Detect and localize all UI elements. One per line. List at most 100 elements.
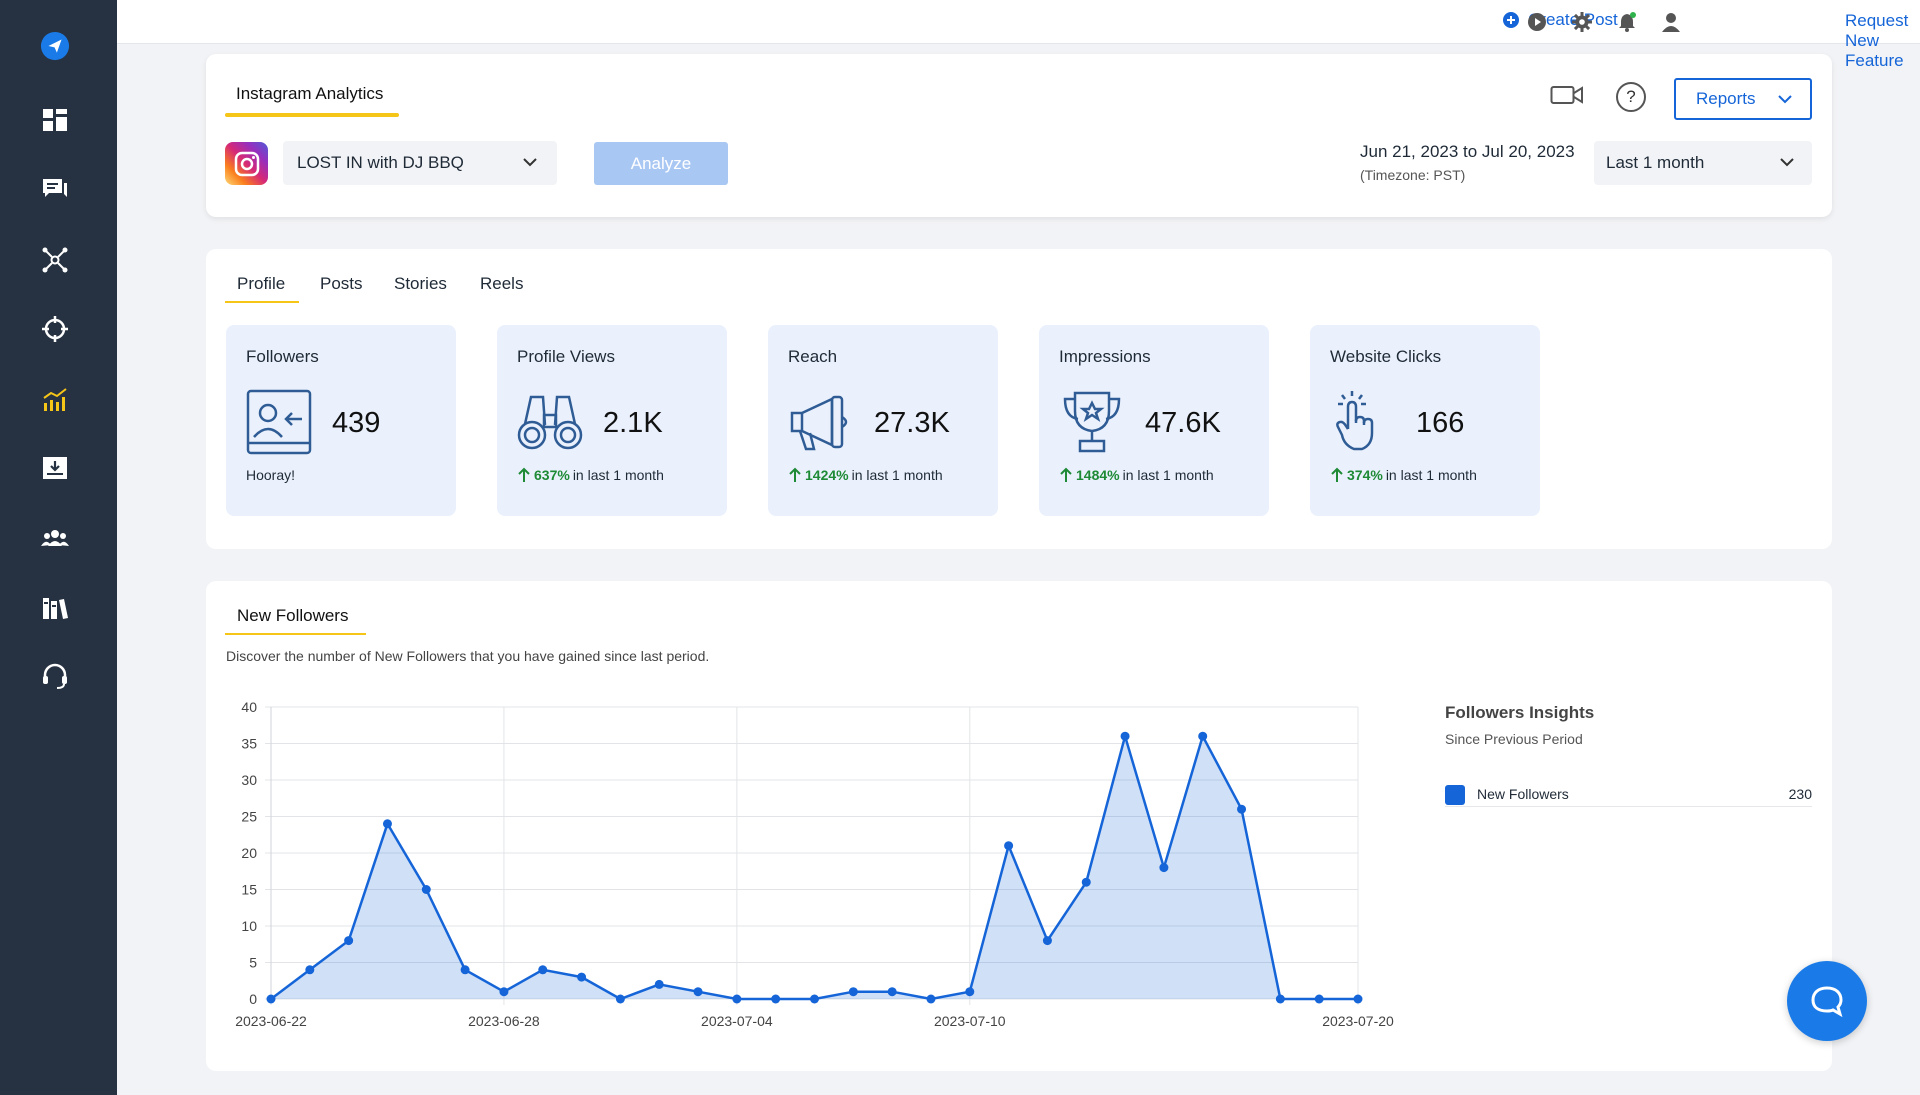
metric-card-website-clicks[interactable]: Website Clicks 166 374% in last 1 month	[1310, 325, 1540, 516]
tab-instagram-analytics[interactable]: Instagram Analytics	[236, 84, 384, 103]
messages-icon[interactable]	[38, 172, 72, 206]
metric-change-suffix: in last 1 month	[1385, 467, 1477, 483]
team-icon[interactable]	[38, 521, 72, 555]
data-point	[305, 965, 315, 975]
metric-change-percent: 637%	[534, 467, 570, 483]
metric-change: 1484% in last 1 month	[1059, 467, 1214, 483]
data-point	[499, 987, 509, 997]
metric-value: 47.6K	[1145, 407, 1221, 439]
reports-dropdown-button[interactable]: Reports	[1674, 78, 1812, 120]
account-select-value: LOST IN with DJ BBQ	[297, 153, 464, 172]
active-tab-indicator	[225, 301, 299, 303]
create-post-button[interactable]: Create Post	[1502, 10, 1618, 30]
arrow-up-icon	[518, 467, 530, 482]
user-profile-icon[interactable]	[1659, 10, 1683, 34]
network-icon[interactable]	[38, 243, 72, 277]
tab-posts[interactable]: Posts	[320, 274, 363, 293]
metric-change-suffix: in last 1 month	[851, 467, 943, 483]
metrics-card: Profile Posts Stories Reels Followers 43…	[206, 249, 1832, 549]
metric-card-impressions[interactable]: Impressions 47.6K 1484% in last 1 month	[1039, 325, 1269, 516]
data-point	[1120, 731, 1130, 741]
app-logo-icon[interactable]	[38, 29, 72, 63]
new-followers-chart: 0 5 10 15 20 25 30 35 40 2023-06-22 2023-06-28 2023…	[235, 699, 1394, 1029]
y-tick-label: 10	[241, 918, 257, 934]
tab-profile[interactable]: Profile	[237, 274, 286, 293]
y-tick-label: 0	[249, 991, 257, 1007]
instagram-logo-icon	[225, 142, 268, 185]
y-tick-label: 5	[249, 955, 257, 971]
data-point	[1004, 841, 1014, 851]
metric-value: 166	[1416, 407, 1465, 439]
metric-card-profile-views[interactable]: Profile Views 2.1K 637% in last 1 month	[497, 325, 727, 516]
video-camera-icon[interactable]	[1550, 84, 1584, 111]
support-headset-icon[interactable]	[38, 659, 72, 693]
metric-title: Profile Views	[517, 347, 615, 366]
analytics-header-card: Instagram Analytics LOST IN with DJ BBQ …	[206, 54, 1832, 217]
y-tick-label: 30	[241, 772, 257, 788]
metric-title: Impressions	[1059, 347, 1151, 366]
data-point	[654, 979, 664, 989]
analyze-button[interactable]: Analyze	[594, 142, 728, 185]
legend-series-total: 230	[1788, 786, 1812, 802]
tab-reels[interactable]: Reels	[480, 274, 524, 293]
metric-title: Website Clicks	[1330, 347, 1442, 366]
create-post-label: Create Post	[1528, 10, 1618, 29]
settings-gear-icon[interactable]	[1570, 10, 1594, 34]
x-tick-label: 2023-06-22	[235, 1013, 307, 1029]
insights-legend-row[interactable]: New Followers 230	[1445, 783, 1812, 807]
help-question-icon[interactable]: ?	[1616, 82, 1646, 112]
metric-card-followers[interactable]: Followers 439 Hooray!	[226, 325, 456, 516]
tab-new-followers[interactable]: New Followers	[237, 606, 349, 625]
metric-change-suffix: in last 1 month	[1122, 467, 1214, 483]
data-point	[344, 936, 354, 946]
data-point	[965, 987, 975, 997]
metric-value: 2.1K	[603, 407, 663, 439]
data-point	[266, 994, 276, 1004]
plus-circle-icon	[1503, 12, 1519, 28]
metric-note-text: Hooray!	[246, 467, 296, 483]
tab-stories[interactable]: Stories	[394, 274, 447, 293]
data-point	[1237, 804, 1247, 814]
metric-card-reach[interactable]: Reach 27.3K 1424% in last 1 month	[768, 325, 998, 516]
insights-title: Followers Insights	[1445, 703, 1595, 722]
y-tick-label: 25	[241, 809, 257, 825]
followers-icon	[246, 389, 312, 455]
metric-change-suffix: in last 1 month	[572, 467, 664, 483]
library-icon[interactable]	[38, 591, 72, 625]
notifications-bell-icon[interactable]	[1615, 10, 1639, 34]
target-icon[interactable]	[38, 312, 72, 346]
dashboard-icon[interactable]	[38, 103, 72, 137]
top-bar: Create Post Request New Feature	[117, 0, 1920, 70]
period-select[interactable]: Last 1 month	[1594, 141, 1812, 185]
metric-change: 637% in last 1 month	[517, 467, 664, 483]
inbox-download-icon[interactable]	[38, 451, 72, 485]
analytics-icon[interactable]	[38, 383, 72, 417]
y-tick-label: 35	[241, 736, 257, 752]
play-icon[interactable]	[1525, 10, 1549, 34]
data-point	[382, 819, 392, 829]
data-point	[1198, 731, 1208, 741]
chat-support-button[interactable]	[1787, 961, 1867, 1041]
request-feature-link[interactable]: Request New Feature	[1845, 11, 1909, 70]
sidebar	[0, 0, 117, 1095]
data-point	[848, 987, 858, 997]
active-tab-indicator	[225, 633, 366, 635]
data-point	[1314, 994, 1324, 1004]
legend-swatch	[1445, 785, 1465, 805]
y-tick-label: 20	[241, 845, 257, 861]
chevron-down-icon	[1780, 158, 1794, 167]
account-select[interactable]: LOST IN with DJ BBQ	[283, 141, 557, 185]
metric-change-percent: 1424%	[805, 467, 849, 483]
metric-change: 374% in last 1 month	[1330, 467, 1477, 483]
chart-description: Discover the number of New Followers tha…	[226, 648, 710, 664]
reports-label: Reports	[1696, 89, 1756, 108]
metric-value: 439	[332, 407, 381, 439]
metric-change: 1424% in last 1 month	[788, 467, 943, 483]
data-point	[577, 972, 587, 982]
metric-note: Hooray!	[246, 467, 295, 483]
metric-change-percent: 1484%	[1076, 467, 1120, 483]
trophy-icon	[1063, 391, 1121, 453]
data-point	[421, 885, 431, 894]
data-point	[615, 994, 625, 1004]
data-point	[1275, 994, 1285, 1004]
